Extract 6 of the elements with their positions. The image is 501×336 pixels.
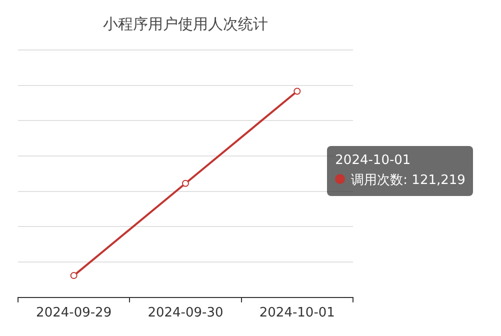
annotation: 调用次数: 121,219 xyxy=(351,173,466,188)
x-tick-label: 2024-09-29 xyxy=(36,306,112,321)
chart-title: 小程序用户使用人次统计 xyxy=(103,14,268,33)
x-tick-label: 2024-09-30 xyxy=(148,306,224,321)
annotation: 2024-10-01 xyxy=(335,153,411,168)
x-tick-label: 2024-10-01 xyxy=(259,306,335,321)
